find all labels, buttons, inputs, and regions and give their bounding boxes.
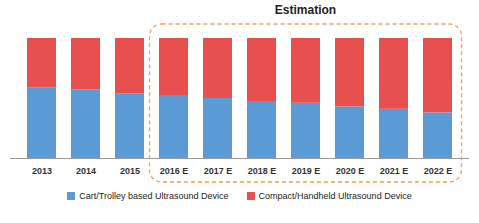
svg-text:2017 E: 2017 E [204,166,233,176]
svg-text:2019 E: 2019 E [292,166,321,176]
svg-text:2016 E: 2016 E [160,166,189,176]
svg-text:Estimation: Estimation [275,3,336,17]
svg-text:2020 E: 2020 E [336,166,365,176]
svg-text:2013: 2013 [32,166,52,176]
html-text:Cart/Trolley based Ultrasound: Cart/Trolley based Ultrasound Device [79,191,229,201]
svg-text:2018 E: 2018 E [248,166,277,176]
svg-text:2022 E: 2022 E [424,166,453,176]
svg-text:2015: 2015 [120,166,140,176]
svg-text:2014: 2014 [76,166,96,176]
svg-text:2021 E: 2021 E [380,166,409,176]
html-text:Compact/Handheld Ultrasound De: Compact/Handheld Ultrasound Device [258,191,412,201]
